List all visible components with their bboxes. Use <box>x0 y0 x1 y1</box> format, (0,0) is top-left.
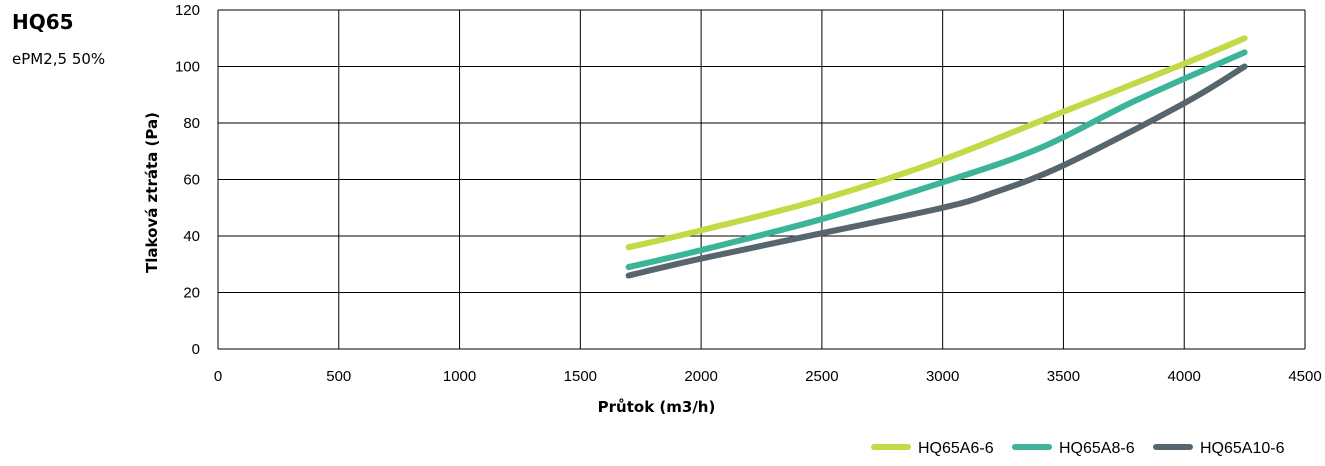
series-line-hq65a10-6 <box>625 63 1248 279</box>
legend-label: HQ65A8-6 <box>1059 440 1135 457</box>
y-tick-label: 60 <box>183 172 200 189</box>
series-line-hq65a6-6 <box>625 35 1248 251</box>
legend: HQ65A6-6 HQ65A8-6 HQ65A10-6 <box>871 440 1285 457</box>
x-tick-label: 1500 <box>564 368 597 385</box>
x-tick-label: 3500 <box>1047 368 1080 385</box>
x-tick-label: 500 <box>326 368 351 385</box>
x-tick-label: 3000 <box>926 368 959 385</box>
legend-label: HQ65A6-6 <box>918 440 994 457</box>
x-tick-label: 2000 <box>684 368 717 385</box>
y-tick-label: 100 <box>175 59 200 76</box>
grid <box>217 9 1306 350</box>
x-tick-label: 4500 <box>1288 368 1321 385</box>
tick-labels: 0 500 1000 1500 2000 2500 3000 3500 4000 4500 0 20 4… <box>175 2 1322 385</box>
y-tick-label: 40 <box>183 228 200 245</box>
y-tick-label: 0 <box>192 341 200 358</box>
x-tick-label: 0 <box>214 368 222 385</box>
x-tick-label: 2500 <box>805 368 838 385</box>
chart-subtitle: ePM2,5 50% <box>12 50 106 68</box>
chart-title: HQ65 <box>12 10 74 34</box>
y-tick-label: 20 <box>183 285 200 302</box>
y-tick-label: 120 <box>175 2 200 19</box>
x-tick-label: 4000 <box>1168 368 1201 385</box>
legend-label: HQ65A10-6 <box>1200 440 1285 457</box>
y-tick-label: 80 <box>183 115 200 132</box>
x-tick-label: 1000 <box>443 368 476 385</box>
y-axis-label: Tlaková ztráta (Pa) <box>143 112 161 273</box>
series-lines <box>625 35 1248 279</box>
series-line-hq65a8-6 <box>625 49 1248 271</box>
x-axis-label: Průtok (m3/h) <box>598 398 716 416</box>
